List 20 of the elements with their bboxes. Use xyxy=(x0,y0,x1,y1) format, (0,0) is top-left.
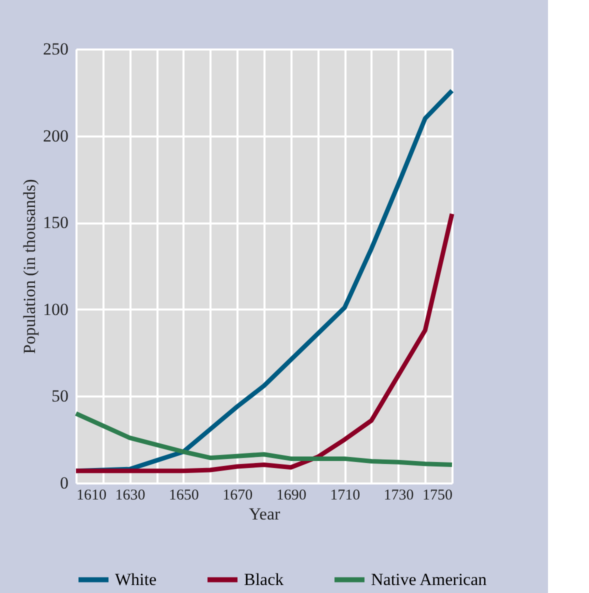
x-tick-label: 1650 xyxy=(168,488,199,504)
legend-label: Black xyxy=(244,570,284,589)
legend-label: White xyxy=(115,570,157,589)
x-tick-label: 1690 xyxy=(276,488,306,504)
y-tick-label: 150 xyxy=(43,213,68,232)
line-series xyxy=(74,411,454,468)
x-tick-label: 1750 xyxy=(422,488,452,504)
x-tick-label: 1710 xyxy=(330,488,360,504)
y-tick-label: 50 xyxy=(52,386,68,406)
x-tick-label: 1610 xyxy=(76,488,106,504)
x-tick-label: 1670 xyxy=(222,488,253,504)
y-tick-label: 200 xyxy=(43,126,68,146)
x-tick-label: 1630 xyxy=(115,488,146,504)
x-tick-label: 1730 xyxy=(384,488,414,504)
y-tick-label: 250 xyxy=(43,40,68,58)
x-axis-title: Year xyxy=(248,504,280,524)
y-tick-label: 100 xyxy=(43,300,68,319)
legend-label: Native American xyxy=(371,570,488,589)
y-axis-title: Population (in thousands) xyxy=(20,179,39,354)
y-tick-label: 0 xyxy=(60,474,68,492)
